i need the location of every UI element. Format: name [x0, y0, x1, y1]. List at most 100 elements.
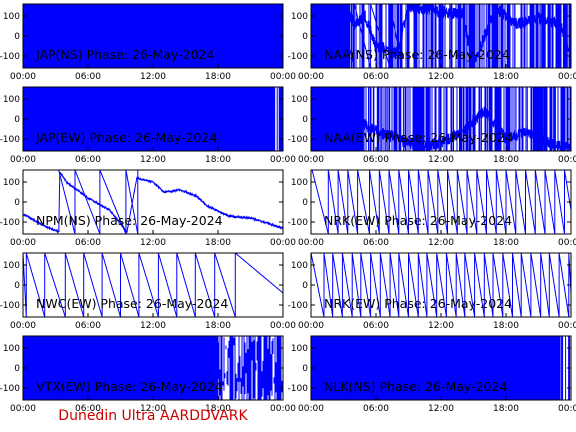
x-tick-label: 06:00 — [75, 321, 101, 331]
phase-trace — [23, 4, 283, 68]
trace-fill — [23, 87, 276, 151]
phase-trace — [311, 4, 571, 68]
x-tick-label: 00:00 — [558, 238, 576, 248]
x-tick-label: 06:00 — [363, 238, 389, 248]
trace-wraps — [311, 253, 571, 317]
x-tick-label: 06:00 — [75, 238, 101, 248]
x-tick-label: 00:00 — [10, 72, 36, 82]
phase-panel: 1000-10000:0006:0012:0018:0000:00NLK(NS)… — [288, 335, 576, 414]
y-tick-label: 0 — [302, 364, 308, 374]
trace-fill — [311, 336, 561, 400]
x-tick-label: 18:00 — [205, 155, 231, 165]
y-tick-label: 0 — [302, 32, 308, 42]
y-tick-label: -100 — [0, 301, 20, 311]
x-tick-label: 00:00 — [270, 404, 296, 414]
x-tick-label: 12:00 — [428, 321, 454, 331]
y-tick-label: -100 — [288, 218, 309, 228]
trace-spikes — [350, 4, 571, 68]
phase-panel: 100 0 -100 00:00 06:00 12:00 18:00 00:00 JAP(NS)… — [0, 3, 296, 82]
x-tick-label: 18:00 — [493, 155, 519, 165]
panel-title: NPM(NS) Phase: 26-May-2024 — [36, 213, 223, 228]
phase-panel: 1000-10000:0006:0012:0018:0000:00NRK(EW)… — [288, 252, 576, 331]
footer-label: Dunedin Ultra AARDDVARK — [58, 408, 248, 424]
y-tick-label: 100 — [3, 261, 20, 271]
y-tick-label: 100 — [291, 178, 308, 188]
y-tick-label: 100 — [3, 95, 20, 105]
panel-title: JAP(EW) Phase: 26-May-2024 — [35, 130, 217, 145]
x-tick-label: 00:00 — [270, 155, 296, 165]
trace-line — [23, 171, 283, 234]
panel-title: NLK(NS) Phase: 26-May-2024 — [324, 379, 507, 394]
panel-title: VTX(EW) Phase: 26-May-2024 — [36, 379, 223, 394]
x-tick-label: 12:00 — [428, 155, 454, 165]
phase-panel: 1000-10000:0006:0012:0018:0000:00NRK(EW)… — [288, 169, 576, 248]
phase-panel: 100 0 -100 00:00 06:00 12:00 18:00 00:00 JAP(EW)… — [0, 86, 296, 165]
x-tick-label: 00:00 — [10, 321, 36, 331]
y-tick-label: 100 — [291, 12, 308, 22]
y-tick-label: 0 — [302, 281, 308, 291]
x-tick-label: 00:00 — [558, 155, 576, 165]
x-tick-label: 00:00 — [298, 72, 324, 82]
trace-wraps — [311, 170, 571, 234]
y-tick-label: -100 — [0, 52, 20, 62]
x-tick-label: 00:00 — [558, 404, 576, 414]
x-tick-label: 06:00 — [75, 155, 101, 165]
trace-spikes — [561, 336, 571, 400]
x-tick-label: 06:00 — [363, 155, 389, 165]
x-tick-label: 00:00 — [10, 238, 36, 248]
phase-trace — [23, 336, 283, 400]
x-tick-label: 06:00 — [75, 404, 101, 414]
x-tick-label: 00:00 — [10, 404, 36, 414]
x-tick-label: 00:00 — [270, 321, 296, 331]
x-tick-label: 00:00 — [298, 404, 324, 414]
x-tick-label: 18:00 — [493, 72, 519, 82]
trace-noise — [217, 337, 283, 400]
x-tick-label: 12:00 — [140, 321, 166, 331]
x-tick-label: 06:00 — [363, 72, 389, 82]
x-tick-label: 00:00 — [558, 321, 576, 331]
x-tick-label: 00:00 — [270, 72, 296, 82]
panel-title: NAA(NS) Phase: 26-May-2024 — [324, 47, 510, 62]
x-tick-label: 12:00 — [428, 404, 454, 414]
y-tick-label: 0 — [14, 281, 20, 291]
x-tick-label: 18:00 — [493, 321, 519, 331]
x-tick-label: 18:00 — [205, 321, 231, 331]
x-tick-label: 12:00 — [140, 404, 166, 414]
phase-trace — [311, 253, 571, 317]
y-tick-label: 0 — [14, 198, 20, 208]
y-tick-label: -100 — [288, 135, 309, 145]
phase-trace — [311, 87, 571, 151]
trace-fill — [23, 336, 218, 400]
panel-title: JAP(NS) Phase: 26-May-2024 — [35, 47, 214, 62]
x-tick-label: 18:00 — [205, 72, 231, 82]
x-tick-label: 12:00 — [428, 238, 454, 248]
x-tick-label: 00:00 — [298, 321, 324, 331]
y-tick-label: 100 — [3, 12, 20, 22]
panel-title: NAA(EW) Phase: 26-May-2024 — [324, 130, 513, 145]
y-tick-label: -100 — [0, 218, 20, 228]
x-tick-label: 18:00 — [493, 238, 519, 248]
trace-spikes — [356, 87, 569, 151]
panel-title: NRK(EW) Phase: 26-May-2024 — [324, 296, 512, 311]
x-tick-label: 12:00 — [140, 238, 166, 248]
phase-trace — [311, 170, 571, 234]
y-tick-label: -100 — [0, 384, 20, 394]
y-tick-label: 100 — [3, 344, 20, 354]
panel-title: NRK(EW) Phase: 26-May-2024 — [324, 213, 512, 228]
trace-fill — [23, 4, 283, 68]
x-tick-label: 00:00 — [298, 238, 324, 248]
trace-wraps — [311, 87, 325, 151]
x-tick-label: 18:00 — [205, 404, 231, 414]
x-tick-label: 12:00 — [428, 72, 454, 82]
y-tick-label: 100 — [291, 261, 308, 271]
y-tick-label: 0 — [302, 198, 308, 208]
x-tick-label: 06:00 — [363, 321, 389, 331]
x-tick-label: 00:00 — [10, 155, 36, 165]
x-tick-label: 18:00 — [493, 404, 519, 414]
phase-trace — [311, 336, 571, 400]
y-tick-label: -100 — [288, 301, 309, 311]
x-tick-label: 12:00 — [140, 72, 166, 82]
phase-trace — [23, 87, 283, 151]
